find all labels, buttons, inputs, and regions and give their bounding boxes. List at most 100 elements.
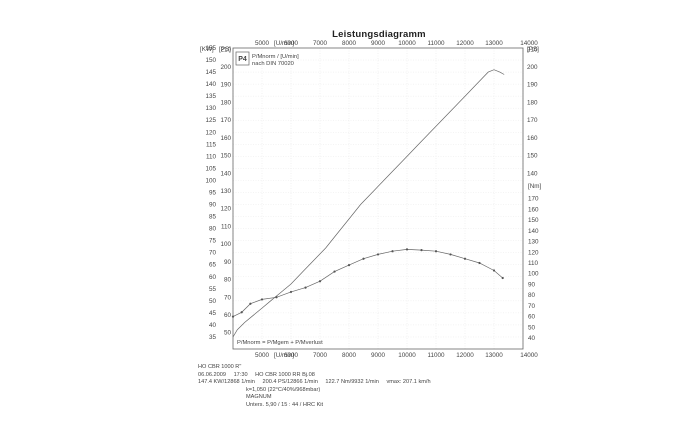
ps-tick-label-right: 140 (527, 170, 538, 177)
axis-ticks: 5000 5000 6000 6000 7000 7000 8000 8000 9000 9000… (205, 40, 539, 359)
legend-line1: P/Mnorm / [U/min] (252, 54, 299, 60)
grid (232, 48, 524, 349)
kw-tick-label: 135 (205, 93, 216, 100)
ps-tick-label-left: 190 (220, 82, 231, 89)
torque-point (304, 286, 307, 289)
nm-tick-label: 170 (528, 196, 539, 203)
rpm-unit-top: [U/min] (274, 40, 294, 47)
x-tick-label-bottom: 7000 (313, 352, 328, 359)
kw-tick-label: 85 (209, 214, 217, 221)
nm-unit-label: [Nm] (528, 183, 542, 190)
x-tick-label-top: 12000 (456, 40, 474, 47)
x-tick-label-bottom: 6000 (284, 352, 299, 359)
torque-point (318, 280, 322, 283)
x-tick-label-bottom: 5000 (255, 352, 270, 359)
nm-tick-label: 160 (528, 206, 539, 213)
ps-tick-label-right: 180 (527, 99, 538, 106)
nm-tick-label: 50 (528, 324, 536, 331)
power-kw: 147.4 KW/12868 1/min (198, 379, 255, 386)
kw-tick-label: 100 (205, 177, 216, 184)
legend-box: P4 P/Mnorm / [U/min] nach DIN 70020 P/Mn… (235, 51, 323, 346)
kw-tick-label: 115 (206, 141, 217, 148)
kw-tick-label: 145 (205, 69, 216, 76)
nm-tick-label: 130 (528, 239, 539, 246)
run-time: 17:30 (233, 371, 248, 378)
nm-tick-label: 120 (528, 249, 539, 256)
kw-tick-label: 50 (209, 298, 217, 305)
ps-tick-label-left: 50 (224, 330, 232, 337)
ps-tick-label-left: 60 (224, 312, 232, 319)
x-tick-label-top: 9000 (371, 40, 386, 47)
kw-tick-label: 75 (209, 238, 217, 245)
ps-tick-label-right: 160 (527, 135, 538, 142)
ps-tick-label-left: 130 (220, 188, 231, 195)
nm-tick-label: 150 (528, 217, 539, 224)
kw-tick-label: 65 (209, 262, 217, 269)
x-tick-label-top: 10000 (398, 40, 416, 47)
series (231, 69, 505, 338)
torque-point (501, 276, 504, 280)
ps-tick-label-left: 100 (220, 241, 231, 248)
ps-tick-label-left: 150 (220, 153, 231, 160)
torque-point (333, 270, 336, 273)
x-tick-label-top: 14000 (520, 40, 538, 47)
model-label: HO CBR 1000 RR Bj.08 (255, 371, 315, 378)
ps-tick-label-left: 70 (224, 294, 232, 301)
power-curve (232, 69, 505, 338)
kw-tick-label: 125 (205, 117, 216, 124)
nm-tick-label: 60 (528, 314, 536, 321)
power-ps: 200.4 PS/12866 1/min (262, 379, 318, 386)
ps-tick-label-right: 200 (527, 64, 538, 71)
legend-badge-label: P4 (238, 56, 247, 63)
ps-tick-label-left: 120 (220, 206, 231, 213)
rpm-unit-bottom: [U/min] (274, 352, 294, 359)
ps-tick-label-left: 200 (220, 64, 231, 71)
nm-tick-label: 80 (528, 292, 536, 299)
x-tick-label-top: 11000 (427, 40, 445, 47)
x-tick-label-bottom: 14000 (520, 352, 538, 359)
torque-point (405, 248, 409, 251)
torque-point (376, 253, 380, 256)
kw-tick-label: 120 (205, 129, 216, 136)
x-tick-label-bottom: 12000 (456, 352, 474, 359)
x-tick-label-top: 13000 (485, 40, 503, 47)
ps-tick-label-right: 150 (527, 153, 538, 160)
shop-name: MAGNUM (246, 394, 272, 401)
x-tick-label-top: 7000 (313, 40, 328, 47)
x-tick-label-top: 6000 (284, 40, 299, 47)
kw-unit-label: [KW] (200, 46, 214, 53)
run-info: HO CBR 1000 R" 06.06.2009 17:30 HO CBR 1… (198, 364, 558, 410)
kw-tick-label: 95 (209, 189, 217, 196)
plot-frame (232, 47, 524, 350)
torque-point (449, 253, 452, 256)
x-tick-label-bottom: 13000 (485, 352, 503, 359)
ps-tick-label-right: 190 (527, 82, 538, 89)
footer-row-1: HO CBR 1000 R" (198, 364, 558, 372)
kw-tick-label: 80 (209, 226, 217, 233)
ps-tick-label-right: 170 (527, 117, 538, 124)
x-tick-label-top: 8000 (342, 40, 357, 47)
footer-row-2: 06.06.2009 17:30 HO CBR 1000 RR Bj.08 (198, 372, 558, 380)
run-date: 06.06.2009 (198, 371, 226, 378)
ps-tick-label-left: 80 (224, 277, 232, 284)
x-tick-label-bottom: 11000 (427, 352, 445, 359)
ps-tick-label-left: 160 (220, 135, 231, 142)
legend-badge (235, 51, 250, 66)
nm-tick-label: 40 (528, 335, 536, 342)
torque-point (260, 298, 264, 301)
ps-tick-label-left: 90 (224, 259, 232, 266)
footer-row-6: Unters. 5,90 / 15 : 44 / HRC Kit (198, 402, 558, 410)
x-tick-label-bottom: 8000 (342, 352, 357, 359)
ps-tick-label-left: 110 (221, 223, 232, 230)
kw-tick-label: 45 (209, 310, 217, 317)
kw-tick-label: 40 (209, 322, 217, 329)
vehicle-label: HO CBR 1000 R" (198, 364, 242, 370)
ps-tick-label-right: 210 (527, 46, 538, 53)
nm-tick-label: 140 (528, 228, 539, 235)
vmax: vmax: 207.1 km/h (386, 379, 431, 386)
kw-tick-label: 140 (205, 81, 216, 88)
torque-point (478, 261, 481, 265)
correction-factor: k=1,050 (22°C/40%/968mbar) (246, 386, 321, 393)
x-tick-label-top: 5000 (255, 40, 270, 47)
